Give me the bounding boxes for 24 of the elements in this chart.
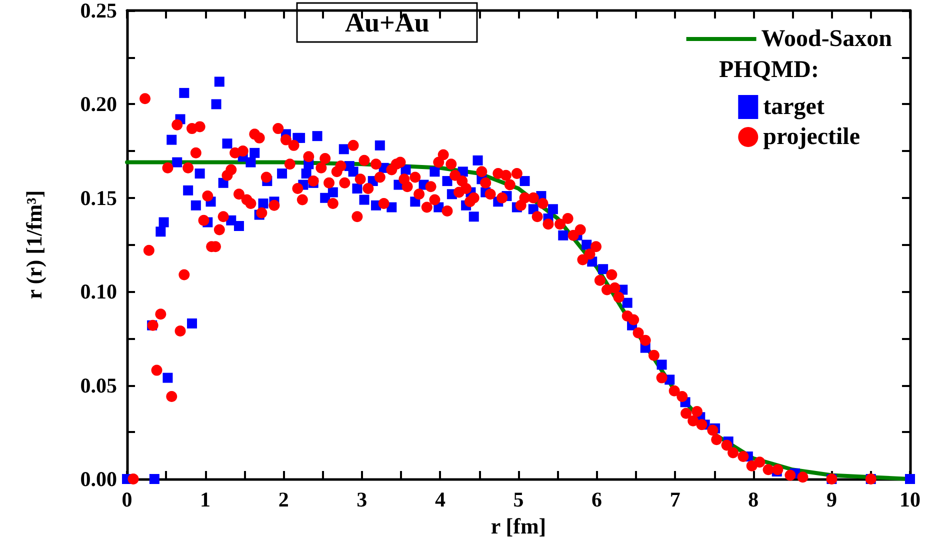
legend-title: PHQMD:	[719, 57, 820, 83]
legend-label: projectile	[763, 124, 860, 150]
legend-label: Wood-Saxon	[761, 26, 892, 52]
chart-title: Au+Au	[345, 8, 430, 38]
y-tick-label: 0.05	[80, 373, 117, 398]
x-tick-label: 1	[200, 488, 211, 512]
x-tick-label: 2	[278, 488, 289, 512]
y-tick-label: 0.20	[80, 92, 117, 116]
x-axis-title: r [fm]	[490, 513, 546, 538]
x-tick-label: 4	[434, 488, 446, 512]
x-tick-label: 6	[592, 488, 602, 512]
y-axis-title: r (r) [1/fm³]	[22, 190, 46, 300]
x-tick-label: 8	[748, 488, 759, 512]
legend-label: target	[763, 94, 824, 120]
x-tick-label: 9	[826, 488, 837, 512]
x-tick-label: 7	[670, 488, 680, 512]
y-tick-label: 0.15	[80, 186, 117, 210]
x-tick-label: 3	[356, 488, 368, 512]
y-tick-label: 0.00	[80, 467, 117, 491]
x-tick-label: 10	[900, 488, 920, 512]
y-tick-label: 0.25	[80, 0, 117, 22]
y-tick-label: 0.10	[80, 280, 117, 304]
x-tick-label: 0	[122, 488, 132, 512]
x-tick-label: 5	[513, 488, 524, 512]
